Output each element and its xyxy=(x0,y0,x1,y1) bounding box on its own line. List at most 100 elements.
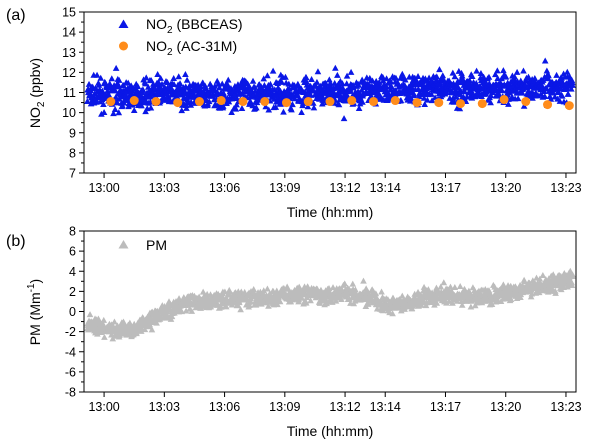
data-point xyxy=(97,74,105,81)
data-point xyxy=(157,74,164,81)
data-point xyxy=(379,77,387,84)
data-point xyxy=(216,96,226,106)
data-point xyxy=(539,272,547,279)
x-tick-label: 13:00 xyxy=(88,400,119,414)
x-tick-label: 13:06 xyxy=(209,181,240,195)
data-point xyxy=(535,289,543,296)
data-point xyxy=(420,94,428,101)
data-point xyxy=(332,64,339,71)
data-point xyxy=(346,295,353,302)
data-point xyxy=(565,90,572,97)
data-point xyxy=(543,100,553,110)
data-point xyxy=(147,104,155,111)
data-point xyxy=(170,75,177,82)
data-point xyxy=(304,103,312,110)
bbceas-series xyxy=(84,57,576,122)
y-tick-label: 7 xyxy=(69,167,76,181)
y-tick-label: 9 xyxy=(69,126,76,140)
data-point xyxy=(420,283,428,290)
data-point xyxy=(347,87,354,94)
data-point xyxy=(457,91,464,98)
data-point xyxy=(108,75,116,82)
data-point xyxy=(194,97,204,107)
data-point xyxy=(339,80,346,87)
data-point xyxy=(111,318,118,325)
data-point xyxy=(543,67,551,74)
data-point xyxy=(302,74,310,81)
data-point xyxy=(267,80,274,87)
data-point xyxy=(485,73,493,80)
data-point xyxy=(233,101,240,108)
data-point xyxy=(387,78,395,85)
data-point xyxy=(543,85,550,92)
data-point xyxy=(347,68,355,75)
data-point xyxy=(487,99,494,106)
legend-ac31m-label: NO2 (AC-31M) xyxy=(146,38,237,58)
data-point xyxy=(477,69,485,76)
data-point xyxy=(541,57,549,64)
data-point xyxy=(187,101,195,108)
data-point xyxy=(553,71,560,78)
data-point xyxy=(458,72,466,79)
data-point xyxy=(408,84,416,91)
data-point xyxy=(383,75,390,82)
x-tick-label: 13:23 xyxy=(550,400,581,414)
data-point xyxy=(288,106,295,113)
data-point xyxy=(541,93,549,100)
data-point xyxy=(141,80,149,87)
data-point xyxy=(355,105,363,112)
data-point xyxy=(520,67,527,74)
data-point xyxy=(521,277,528,284)
data-point xyxy=(453,90,460,97)
panel-b-legend: PM xyxy=(118,237,167,253)
data-point xyxy=(468,72,476,79)
data-point xyxy=(534,92,542,99)
data-point xyxy=(494,74,501,81)
y-tick-label: 14 xyxy=(62,26,76,40)
data-point xyxy=(547,95,555,102)
data-point xyxy=(168,85,176,92)
data-point xyxy=(401,305,408,312)
data-point xyxy=(392,74,400,81)
legend-pm-label: PM xyxy=(146,237,167,253)
y-tick-label: 10 xyxy=(62,106,76,120)
data-point xyxy=(511,73,519,80)
data-point xyxy=(111,86,119,93)
data-point xyxy=(552,289,559,296)
data-point xyxy=(199,79,207,86)
data-point xyxy=(379,74,387,81)
data-point xyxy=(100,101,107,108)
data-point xyxy=(112,93,120,100)
data-point xyxy=(278,78,286,85)
data-point xyxy=(421,100,429,107)
data-point xyxy=(115,76,123,83)
data-point xyxy=(272,103,280,110)
panel-a-legend: NO2 (BBCEAS) NO2 (AC-31M) xyxy=(118,16,243,58)
data-point xyxy=(564,101,574,111)
data-point xyxy=(389,310,396,317)
data-point xyxy=(545,72,552,79)
data-point xyxy=(466,76,473,83)
data-point xyxy=(360,277,367,284)
data-point xyxy=(451,73,459,80)
data-point xyxy=(314,68,322,75)
pm-series xyxy=(84,267,576,342)
data-point xyxy=(173,98,183,108)
data-point xyxy=(292,86,300,93)
data-point xyxy=(221,288,229,295)
data-point xyxy=(425,286,432,293)
data-point xyxy=(271,86,279,93)
data-point xyxy=(447,283,454,290)
data-point xyxy=(282,73,289,80)
x-tick-label: 13:14 xyxy=(370,400,401,414)
data-point xyxy=(303,97,313,107)
y-tick-label: -4 xyxy=(65,345,76,359)
panel-a-x-axis-label: Time (hh:mm) xyxy=(287,204,374,220)
data-point xyxy=(525,73,532,80)
data-point xyxy=(443,299,450,306)
data-point xyxy=(414,72,422,79)
data-point xyxy=(343,72,351,79)
data-point xyxy=(342,97,349,104)
data-point xyxy=(339,85,347,92)
